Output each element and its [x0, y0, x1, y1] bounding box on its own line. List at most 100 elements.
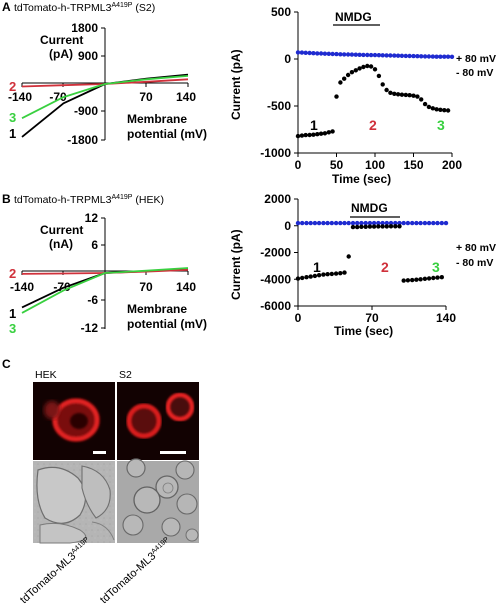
time-b-pos-point — [439, 220, 444, 226]
time-a-pos-point — [365, 52, 370, 58]
time-b-neg-point — [363, 224, 368, 229]
time-a-ytick-3: -1000 — [260, 146, 291, 160]
time-a-neg-point — [357, 66, 362, 71]
time-a-pos-point — [388, 53, 393, 58]
time-a-pos-point — [422, 54, 428, 59]
iv-plot-b: 12 6 -6 -12 -140 -70 70 140 Current (nA)… — [9, 211, 207, 336]
time-a-points — [295, 50, 455, 139]
time-b-neg-point — [300, 275, 305, 281]
time-a-pos-point — [442, 54, 447, 59]
time-b-pos-point — [410, 220, 415, 226]
iv-b-xlabel-1: Membrane — [127, 302, 187, 316]
time-b-point-label-1: 1 — [313, 259, 321, 275]
time-a-axis: 500 0 -500 -1000 0 50 100 150 200 — [260, 5, 462, 172]
time-a-neg-point — [368, 64, 374, 69]
panel-b-title: tdTomato-h-TRPML3A419P (HEK) — [14, 194, 164, 206]
time-a-neg-point — [338, 80, 343, 85]
time-a-neg-point — [419, 97, 424, 102]
time-a-neg-point — [438, 107, 443, 113]
time-a-neg-point — [322, 131, 328, 136]
time-b-pos-point — [371, 220, 377, 226]
time-b-neg-point — [355, 224, 360, 230]
time-a-neg-point — [426, 104, 432, 110]
time-b-pos-point — [342, 220, 347, 226]
time-b-pos-point — [431, 220, 436, 226]
time-a-pos-point — [399, 53, 405, 58]
iv-a-xlabel-1: Membrane — [127, 112, 187, 126]
iv-b-xtick-2: 70 — [139, 280, 153, 294]
time-a-pos-point — [372, 52, 378, 58]
time-b-pos-point — [422, 220, 428, 226]
time-a-neg-point — [407, 93, 412, 98]
col-label-hek: HEK — [35, 369, 57, 381]
time-b-neg-point — [405, 278, 411, 283]
iv-b-ytick-1: 6 — [91, 238, 98, 252]
iv-a-xtick-3: 140 — [176, 90, 196, 104]
time-a-pos-point — [361, 52, 366, 58]
time-a-neg-point — [434, 107, 439, 112]
time-a-pos-point — [403, 53, 408, 59]
time-b-xlabel: Time (sec) — [334, 324, 393, 338]
time-b-neg-point — [342, 270, 347, 275]
time-a-pos-point — [368, 52, 374, 58]
time-b-neg-point — [316, 273, 322, 278]
time-b-pos-point — [304, 220, 309, 226]
time-b-pos-point — [384, 220, 389, 226]
time-a-pos-point — [419, 54, 424, 59]
time-a-neg-point — [392, 91, 397, 97]
time-b-neg-point — [325, 272, 330, 277]
time-a-ytick-1: 0 — [284, 52, 291, 66]
rotated-label-s2: tdTomato-ML3A419P — [98, 536, 174, 606]
iv-a-xtick-0: -140 — [8, 90, 32, 104]
time-a-xlabel: Time (sec) — [332, 172, 391, 186]
time-b-neg-point — [376, 224, 381, 229]
time-a-pos-point — [330, 51, 335, 57]
time-a-pos-point — [334, 51, 339, 57]
time-b-pos-point — [367, 220, 373, 226]
time-a-pos-point — [345, 52, 351, 57]
panel-a: A tdTomato-h-TRPML3A419P (S2) 1800 900 -… — [2, 0, 496, 186]
time-a-pos-point — [384, 53, 389, 58]
time-b-neg-point — [333, 271, 339, 276]
time-a-neg-point — [380, 82, 385, 87]
time-a-neg-label: - 80 mV — [456, 67, 493, 79]
time-a-pos-point — [445, 54, 451, 59]
time-b-ytick-2: -2000 — [260, 246, 291, 260]
time-a-xtick-1: 50 — [330, 158, 344, 172]
time-b-neg-point — [410, 277, 415, 283]
time-b-neg-point — [346, 254, 351, 259]
time-a-xtick-0: 0 — [295, 158, 302, 172]
time-a-neg-point — [415, 94, 420, 99]
time-a-ytick-2: -500 — [267, 99, 291, 113]
time-a-xtick-3: 150 — [403, 158, 423, 172]
time-b-ytick-0: 2000 — [264, 192, 291, 206]
time-a-neg-point — [315, 132, 320, 137]
time-b-pos-point — [380, 220, 385, 226]
iv-a-xlabel-2: potential (mV) — [127, 127, 207, 141]
time-a-neg-point — [399, 92, 405, 97]
time-b-xtick-1: 70 — [365, 311, 379, 325]
iv-b-ytick-3: -12 — [81, 321, 99, 335]
iv-a-xtick-2: 70 — [139, 90, 153, 104]
time-b-pos-point — [295, 220, 301, 226]
time-a-neg-point — [299, 133, 305, 138]
time-b-nmdg: NMDG — [351, 201, 388, 215]
time-b-neg-point — [384, 224, 389, 229]
time-b-neg-point — [350, 224, 356, 230]
time-b-pos-point — [418, 220, 423, 226]
time-a-neg-point — [403, 92, 408, 98]
iv-a-ylabel-1: Current — [40, 33, 83, 47]
time-b-neg-point — [393, 224, 398, 229]
scale-bar-s2 — [160, 451, 186, 454]
time-a-pos-point — [307, 50, 312, 56]
time-b-neg-point — [422, 276, 428, 281]
time-a-neg-point — [395, 92, 401, 97]
time-a-nmdg: NMDG — [335, 10, 372, 24]
iv-a-ytick-2: -900 — [74, 104, 98, 118]
time-a-neg-point — [342, 76, 347, 81]
time-b-ytick-3: -4000 — [260, 272, 291, 286]
time-a-pos-point — [411, 53, 416, 59]
time-a-pos-point — [395, 53, 401, 58]
panel-a-title: tdTomato-h-TRPML3A419P (S2) — [14, 2, 155, 14]
